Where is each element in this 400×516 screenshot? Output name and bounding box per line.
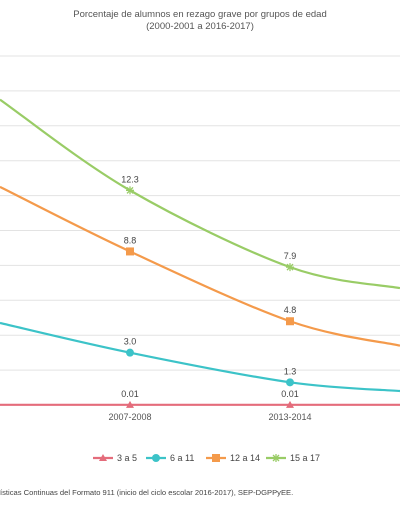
data-point-15-a-17 bbox=[126, 186, 134, 195]
gridlines bbox=[0, 55, 400, 406]
data-point-3-a-5 bbox=[286, 400, 294, 408]
legend-marker bbox=[212, 454, 220, 462]
data-label: 7.9 bbox=[284, 251, 297, 261]
legend-item: 6 a 11 bbox=[146, 453, 194, 463]
x-tick-label: 2007-2008 bbox=[108, 412, 151, 422]
legend-label: 12 a 14 bbox=[230, 453, 260, 463]
data-label: 1.3 bbox=[284, 366, 297, 376]
x-tick-label: 2013-2014 bbox=[268, 412, 311, 422]
legend-label: 3 a 5 bbox=[117, 453, 137, 463]
legend-marker bbox=[99, 454, 107, 461]
data-point-15-a-17 bbox=[286, 263, 294, 272]
data-label: 12.3 bbox=[121, 174, 139, 184]
chart-subtitle: (2000-2001 a 2016-2017) bbox=[146, 21, 254, 32]
data-label: 0.01 bbox=[121, 389, 139, 399]
line-chart: 2007-2008 2013-2014 0.01 0.01 3.0 1.3 8.8 4.8 1… bbox=[0, 55, 400, 463]
legend-marker bbox=[272, 454, 280, 462]
data-label: 8.8 bbox=[124, 235, 137, 245]
data-point-12-a-14 bbox=[286, 317, 294, 326]
legend-label: 6 a 11 bbox=[170, 453, 194, 463]
legend-item: 3 a 5 bbox=[93, 453, 137, 463]
legend-marker bbox=[152, 454, 160, 462]
series-group bbox=[0, 98, 400, 408]
x-axis-ticks: 2007-2008 2013-2014 bbox=[108, 412, 311, 422]
chart-title: Porcentaje de alumnos en rezago grave po… bbox=[73, 9, 327, 20]
legend-item: 12 a 14 bbox=[206, 453, 260, 463]
series-line-15-a-17 bbox=[0, 98, 400, 290]
series-line-6-a-11 bbox=[0, 321, 400, 393]
legend: 3 a 5 6 a 11 12 a 14 15 a 17 bbox=[93, 453, 320, 463]
legend-item: 15 a 17 bbox=[266, 453, 320, 463]
data-label: 3.0 bbox=[124, 337, 137, 347]
data-point-12-a-14 bbox=[126, 247, 134, 256]
data-point-3-a-5 bbox=[126, 400, 134, 408]
source-note: ísticas Continuas del Formato 911 (inici… bbox=[0, 488, 294, 497]
legend-label: 15 a 17 bbox=[290, 453, 320, 463]
series-line-12-a-14 bbox=[0, 185, 400, 347]
data-point-6-a-11 bbox=[126, 348, 134, 357]
data-label: 4.8 bbox=[284, 305, 297, 315]
data-point-6-a-11 bbox=[286, 378, 294, 387]
data-label: 0.01 bbox=[281, 389, 299, 399]
data-labels: 0.01 0.01 3.0 1.3 8.8 4.8 12.3 7.9 bbox=[121, 174, 299, 398]
